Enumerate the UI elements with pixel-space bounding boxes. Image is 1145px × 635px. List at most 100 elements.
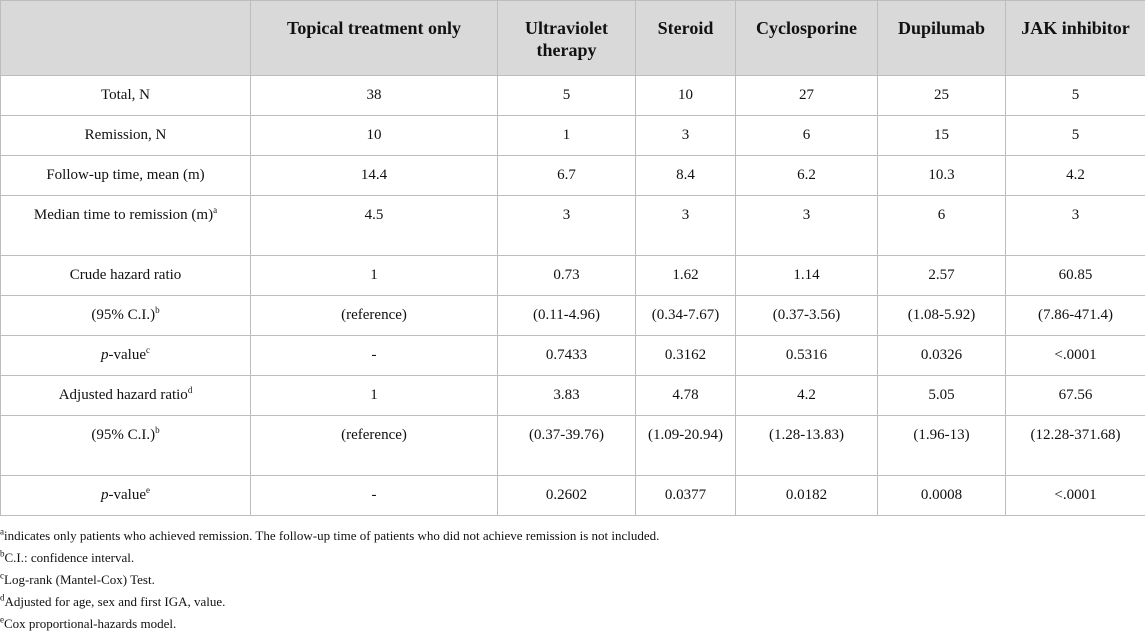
row-label: Follow-up time, mean (m) <box>1 156 251 196</box>
table-cell: 6 <box>736 116 878 156</box>
footnote: eCox proportional-hazards model. <box>0 613 1145 635</box>
header-cyclosporine: Cyclosporine <box>736 1 878 76</box>
table-cell: 5 <box>498 76 636 116</box>
table-cell: 14.4 <box>251 156 498 196</box>
row-label: Adjusted hazard ratiod <box>1 376 251 416</box>
table-cell: 0.2602 <box>498 476 636 516</box>
footnote-marker: b <box>155 305 160 315</box>
row-label-text: Total, N <box>101 87 150 103</box>
row-label-text: -value <box>109 487 146 503</box>
table-cell: 2.57 <box>878 256 1006 296</box>
table-cell: 5 <box>1006 76 1145 116</box>
table-cell: 3 <box>636 116 736 156</box>
table-cell: 10.3 <box>878 156 1006 196</box>
table-cell: 27 <box>736 76 878 116</box>
footnote: bC.I.: confidence interval. <box>0 547 1145 569</box>
table-cell: 0.0182 <box>736 476 878 516</box>
table-cell: 0.0008 <box>878 476 1006 516</box>
row-label-italic: p <box>101 487 109 503</box>
footnote: dAdjusted for age, sex and first IGA, va… <box>0 591 1145 613</box>
header-topical: Topical treatment only <box>251 1 498 76</box>
table-cell: 1 <box>251 256 498 296</box>
row-label: p-valuec <box>1 336 251 376</box>
header-dupilumab: Dupilumab <box>878 1 1006 76</box>
row-label-text: -value <box>109 347 146 363</box>
footnote-marker: e <box>146 485 150 495</box>
table-cell: 0.0377 <box>636 476 736 516</box>
table-cell: 0.0326 <box>878 336 1006 376</box>
table-cell: 6.2 <box>736 156 878 196</box>
table-cell: (12.28-371.68) <box>1006 416 1145 476</box>
header-row: Topical treatment only Ultraviolet thera… <box>1 1 1145 76</box>
header-ultraviolet: Ultraviolet therapy <box>498 1 636 76</box>
footnote-text: Cox proportional-hazards model. <box>4 616 176 631</box>
table-cell: (0.34-7.67) <box>636 296 736 336</box>
footnote-text: C.I.: confidence interval. <box>5 550 135 565</box>
table-cell: (7.86-471.4) <box>1006 296 1145 336</box>
table-cell: 5.05 <box>878 376 1006 416</box>
table-cell: 4.5 <box>251 196 498 256</box>
table-cell: (0.37-39.76) <box>498 416 636 476</box>
table-cell: 3.83 <box>498 376 636 416</box>
table-cell: <.0001 <box>1006 336 1145 376</box>
footnote-text: Adjusted for age, sex and first IGA, val… <box>5 594 226 609</box>
row-label: Median time to remission (m)a <box>1 196 251 256</box>
table-cell: 3 <box>636 196 736 256</box>
table-cell: (1.09-20.94) <box>636 416 736 476</box>
table-cell: 8.4 <box>636 156 736 196</box>
footnote-marker: b <box>155 425 160 435</box>
row-label-text: (95% C.I.) <box>91 307 155 323</box>
table-cell: 10 <box>251 116 498 156</box>
table-cell: 3 <box>1006 196 1145 256</box>
row-label-text: Adjusted hazard ratio <box>59 387 188 403</box>
header-jak: JAK inhibitor <box>1006 1 1145 76</box>
table-cell: (1.28-13.83) <box>736 416 878 476</box>
table-cell: 0.73 <box>498 256 636 296</box>
table-cell: 4.78 <box>636 376 736 416</box>
footnote-marker: d <box>188 385 193 395</box>
table-cell: - <box>251 336 498 376</box>
table-cell: 3 <box>736 196 878 256</box>
table-cell: - <box>251 476 498 516</box>
footnote-text: indicates only patients who achieved rem… <box>4 528 659 543</box>
table-cell: (0.11-4.96) <box>498 296 636 336</box>
table-cell: 10 <box>636 76 736 116</box>
table-cell: (reference) <box>251 416 498 476</box>
table-cell: 1.14 <box>736 256 878 296</box>
row-label: Crude hazard ratio <box>1 256 251 296</box>
table-cell: 6.7 <box>498 156 636 196</box>
footnote: cLog-rank (Mantel-Cox) Test. <box>0 569 1145 591</box>
row-label: (95% C.I.)b <box>1 416 251 476</box>
table-cell: 0.3162 <box>636 336 736 376</box>
footnote: aindicates only patients who achieved re… <box>0 525 1145 547</box>
header-steroid: Steroid <box>636 1 736 76</box>
footnote-marker: a <box>213 205 217 215</box>
table-cell: 6 <box>878 196 1006 256</box>
table-cell: 67.56 <box>1006 376 1145 416</box>
table-cell: 4.2 <box>736 376 878 416</box>
row-label: Total, N <box>1 76 251 116</box>
row-label-text: Remission, N <box>85 127 167 143</box>
row-label-text: Follow-up time, mean (m) <box>46 167 204 183</box>
table-cell: 25 <box>878 76 1006 116</box>
table-cell: (0.37-3.56) <box>736 296 878 336</box>
table-cell: 38 <box>251 76 498 116</box>
table-cell: 15 <box>878 116 1006 156</box>
table-cell: 1 <box>498 116 636 156</box>
table-cell: 1 <box>251 376 498 416</box>
table-row: (95% C.I.)b(reference)(0.37-39.76)(1.09-… <box>1 416 1145 476</box>
footnote-text: Log-rank (Mantel-Cox) Test. <box>4 572 155 587</box>
table-cell: 0.7433 <box>498 336 636 376</box>
footnotes: aindicates only patients who achieved re… <box>0 516 1145 635</box>
header-cell-empty <box>1 1 251 76</box>
table-cell: 1.62 <box>636 256 736 296</box>
row-label-italic: p <box>101 347 109 363</box>
